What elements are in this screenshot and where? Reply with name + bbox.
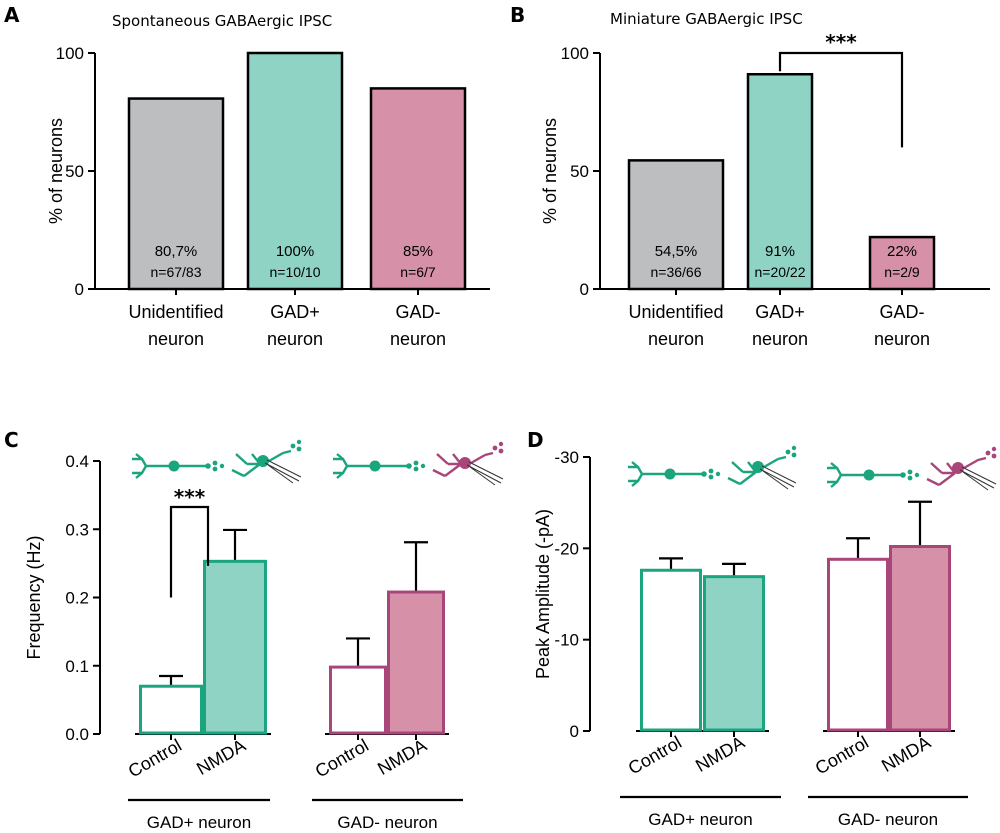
x-category-label: NMDA bbox=[692, 732, 748, 776]
bar bbox=[203, 559, 267, 735]
bar bbox=[627, 159, 725, 291]
y-tick-label: 50 bbox=[65, 162, 84, 181]
x-category-label: Control bbox=[125, 735, 185, 781]
bar bbox=[827, 557, 889, 732]
panel-letter-d: D bbox=[527, 428, 544, 452]
y-tick-label: -30 bbox=[554, 448, 579, 467]
x-category-label: NMDA bbox=[374, 735, 430, 779]
bar bbox=[329, 665, 387, 735]
y-tick-label: 0.4 bbox=[65, 452, 89, 471]
neuron-schematic-icon bbox=[130, 438, 303, 485]
chart-panel-b: 0 50 100 % of neurons 54,5% n=36/66 Unidentifi… bbox=[540, 30, 990, 349]
x-category-label: Unidentified bbox=[128, 302, 223, 322]
y-axis-label: Frequency (Hz) bbox=[24, 535, 44, 659]
y-tick-label: 0.2 bbox=[65, 589, 89, 608]
x-category-label: GAD+ bbox=[755, 302, 805, 322]
bar-value-label: 80,7% bbox=[155, 243, 198, 260]
x-category-label: GAD+ bbox=[270, 302, 320, 322]
neuron-schematic-icon bbox=[626, 444, 798, 491]
y-tick-label: 100 bbox=[56, 44, 84, 63]
group-label: GAD+ neuron bbox=[648, 810, 752, 829]
bar-value-label: 85% bbox=[403, 243, 433, 260]
y-tick-label: 100 bbox=[561, 44, 589, 63]
bar bbox=[127, 97, 225, 291]
y-axis-label: % of neurons bbox=[46, 118, 66, 224]
y-tick-label: 0 bbox=[580, 280, 589, 299]
x-category-label: Control bbox=[625, 732, 685, 778]
bar-n-label: n=6/7 bbox=[400, 264, 436, 280]
bar-n-label: n=36/66 bbox=[651, 264, 702, 280]
significance-label: *** bbox=[174, 485, 206, 509]
panel-letter-a: A bbox=[4, 3, 20, 27]
x-category-label: neuron bbox=[752, 329, 808, 349]
bar-value-label: 54,5% bbox=[655, 243, 698, 260]
x-category-label: NMDA bbox=[193, 735, 249, 779]
panel-letter-c: C bbox=[4, 428, 19, 452]
x-category-label: NMDA bbox=[878, 732, 934, 776]
x-category-label: GAD- bbox=[880, 302, 925, 322]
y-tick-label: 0.3 bbox=[65, 520, 89, 539]
bar-n-label: n=10/10 bbox=[270, 264, 321, 280]
group-label: GAD+ neuron bbox=[147, 813, 251, 832]
bar-n-label: n=2/9 bbox=[884, 264, 920, 280]
panel-letter-b: B bbox=[510, 3, 525, 27]
bar bbox=[387, 590, 445, 735]
y-tick-label: -10 bbox=[554, 631, 579, 650]
panel-title-b: Miniature GABAergic IPSC bbox=[610, 10, 803, 28]
x-category-label: neuron bbox=[874, 329, 930, 349]
bar bbox=[703, 575, 765, 732]
y-axis-label: Peak Amplitude (-pA) bbox=[533, 509, 553, 679]
x-category-label: Control bbox=[812, 732, 872, 778]
significance-label: *** bbox=[825, 30, 857, 54]
y-tick-label: 0.0 bbox=[65, 725, 89, 744]
bar-n-label: n=67/83 bbox=[151, 264, 202, 280]
group-label: GAD- neuron bbox=[838, 810, 938, 829]
significance-bracket bbox=[778, 51, 904, 148]
neuron-schematic-icon bbox=[331, 440, 505, 487]
y-tick-label: 0 bbox=[75, 280, 84, 299]
bar-n-label: n=20/22 bbox=[755, 264, 806, 280]
bar-value-label: 91% bbox=[765, 243, 795, 260]
y-axis-label: % of neurons bbox=[540, 118, 560, 224]
bar bbox=[139, 684, 203, 735]
chart-panel-a: 0 50 100 % of neurons 80,7% n=67/83 Unidentifi… bbox=[46, 44, 490, 349]
neuron-schematic-icon bbox=[825, 445, 998, 492]
x-category-label: neuron bbox=[648, 329, 704, 349]
panel-title-a: Spontaneous GABAergic IPSC bbox=[112, 12, 332, 30]
group-label: GAD- neuron bbox=[337, 813, 437, 832]
bar bbox=[369, 87, 467, 291]
bar-value-label: 22% bbox=[887, 243, 917, 260]
x-category-label: neuron bbox=[267, 329, 323, 349]
bar bbox=[746, 72, 814, 291]
bar bbox=[889, 545, 951, 732]
x-category-label: Unidentified bbox=[628, 302, 723, 322]
bar-value-label: 100% bbox=[276, 243, 314, 260]
x-category-label: Control bbox=[312, 735, 372, 781]
x-category-label: neuron bbox=[390, 329, 446, 349]
x-category-label: GAD- bbox=[396, 302, 441, 322]
bar bbox=[640, 568, 702, 732]
y-tick-label: 0.1 bbox=[65, 657, 89, 676]
y-tick-label: 0 bbox=[570, 722, 579, 741]
y-tick-label: 50 bbox=[570, 162, 589, 181]
y-tick-label: -20 bbox=[554, 539, 579, 558]
significance-bracket bbox=[169, 505, 210, 598]
x-category-label: neuron bbox=[148, 329, 204, 349]
